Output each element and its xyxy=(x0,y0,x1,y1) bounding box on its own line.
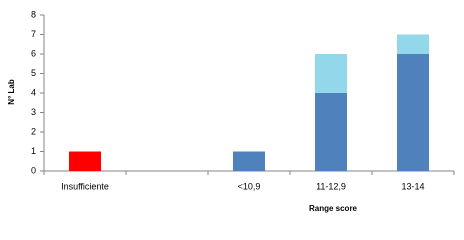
chart: N° Lab Range score 0 1 2 3 4 5 6 7 8 Insufficient… xyxy=(7,9,455,213)
bar-segment xyxy=(315,93,347,171)
bar-segment xyxy=(69,151,101,171)
y-tick-label: 4 xyxy=(31,87,36,97)
bar-segment xyxy=(315,54,347,93)
x-tick-label: <10,9 xyxy=(238,181,261,191)
y-tick-label: 7 xyxy=(31,29,36,39)
y-tick-label: 0 xyxy=(31,165,36,175)
bar-segment xyxy=(397,34,429,54)
x-tick-label: 13-14 xyxy=(401,181,424,191)
y-tick-label: 1 xyxy=(31,146,36,156)
y-tick-label: 6 xyxy=(31,48,36,58)
y-axis-title: N° Lab xyxy=(7,79,16,105)
x-axis-title: Range score xyxy=(309,204,358,213)
y-tick-label: 3 xyxy=(31,107,36,117)
y-tick-label: 8 xyxy=(31,9,36,19)
x-tick-label: Insufficiente xyxy=(61,181,109,191)
bar-segment xyxy=(397,54,429,171)
y-tick-label: 2 xyxy=(31,126,36,136)
x-tick-label: 11-12,9 xyxy=(316,181,346,191)
y-tick-label: 5 xyxy=(31,68,36,78)
bar-segment xyxy=(233,151,265,171)
